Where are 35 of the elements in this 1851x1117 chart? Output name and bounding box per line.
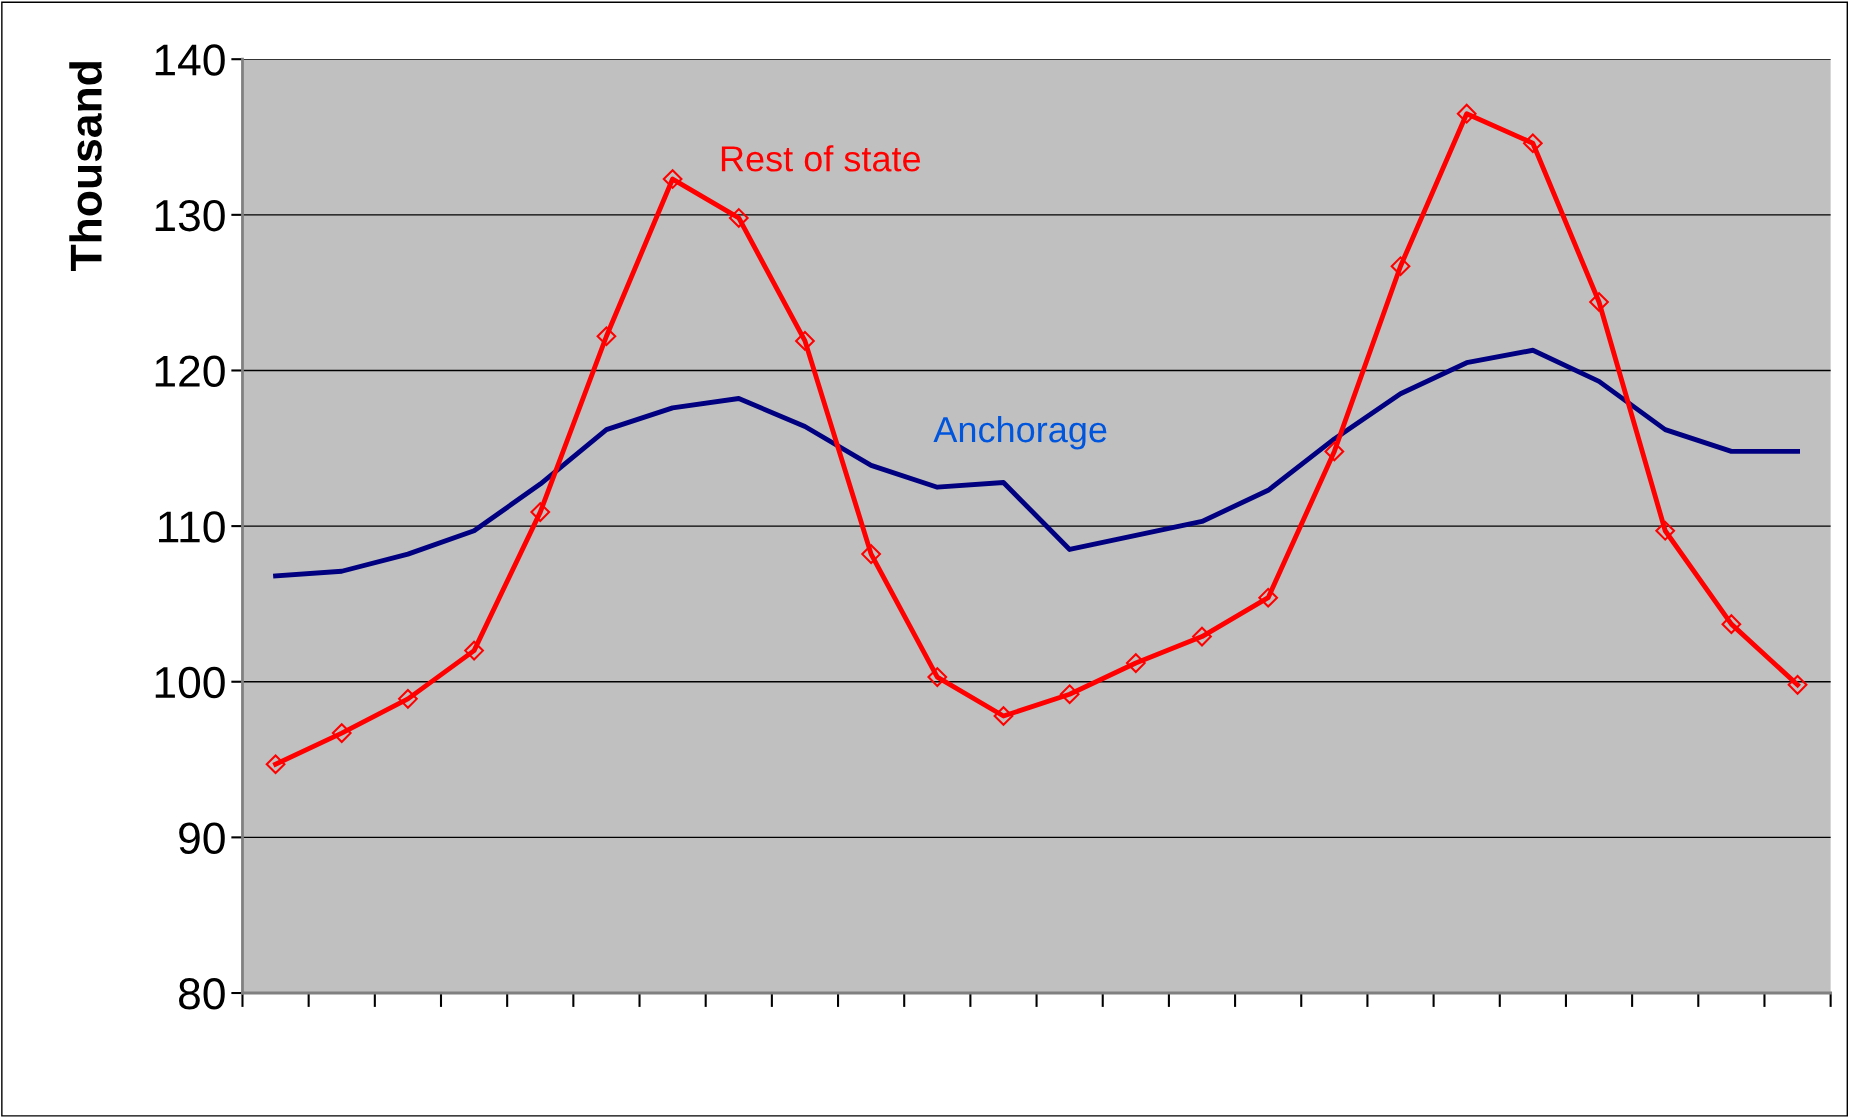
y-tick-label: 100 <box>155 666 225 699</box>
point <box>1059 684 1080 705</box>
point <box>1125 653 1146 673</box>
point <box>1390 256 1411 277</box>
point <box>1522 133 1543 154</box>
point <box>331 723 352 743</box>
y-tick-label: 90 <box>179 822 225 854</box>
point <box>993 706 1014 726</box>
point <box>1324 441 1345 462</box>
point <box>1787 674 1808 695</box>
point <box>1655 520 1676 541</box>
point <box>1192 626 1212 647</box>
point <box>1456 103 1477 124</box>
y-tick-label: 130 <box>155 199 225 232</box>
point <box>596 326 617 347</box>
point <box>1258 587 1279 608</box>
point <box>662 169 683 189</box>
point <box>1721 614 1742 635</box>
series-label: Anchorage <box>933 415 1107 450</box>
point <box>861 544 882 564</box>
y-tick-label: 110 <box>159 511 225 543</box>
point <box>795 331 815 351</box>
point <box>464 640 484 661</box>
line-series <box>273 347 1800 579</box>
y-tick-label: 140 <box>155 44 225 76</box>
point <box>1589 292 1609 312</box>
y-axis-title: Thousand <box>69 62 102 272</box>
point <box>265 754 286 775</box>
point <box>728 208 749 228</box>
series-label: Rest of state <box>721 145 921 172</box>
y-tick-label: 120 <box>155 355 225 388</box>
y-tick-label: 80 <box>179 978 225 1010</box>
point <box>398 688 418 709</box>
point <box>927 667 948 687</box>
point <box>530 502 551 522</box>
